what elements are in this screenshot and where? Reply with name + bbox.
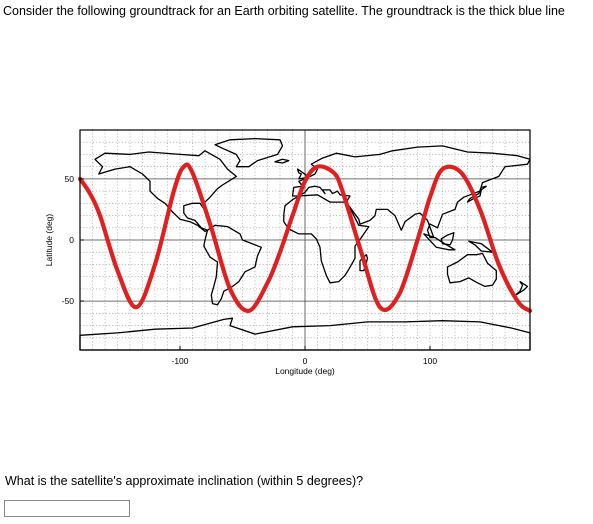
question-intro: Consider the following groundtrack for a… — [3, 4, 565, 18]
groundtrack-line — [77, 162, 533, 314]
map-borneo — [440, 232, 455, 246]
x-tick-label: -100 — [171, 356, 188, 366]
groundtrack-chart: -100 0 100 50 0 -50 Longitude (deg) Latitude … — [30, 120, 540, 390]
series-layer — [77, 162, 533, 314]
map-new-guinea — [468, 240, 494, 253]
map-north-america — [94, 150, 237, 233]
y-tick-label: 50 — [65, 174, 75, 184]
answer-input[interactable] — [4, 500, 130, 517]
y-tick-label: -50 — [62, 296, 75, 306]
map-iceland — [274, 158, 290, 164]
map-greenland — [214, 137, 284, 168]
x-axis-label: Longitude (deg) — [275, 366, 335, 376]
map-africa — [283, 194, 370, 284]
y-tick-label: 0 — [69, 235, 74, 245]
map-south-america — [203, 224, 262, 306]
map-madagascar — [359, 254, 369, 272]
x-tick-label: 100 — [423, 356, 437, 366]
map-indonesia — [423, 233, 456, 251]
axis-ticks: -100 0 100 50 0 -50 — [62, 174, 438, 366]
grid — [80, 130, 530, 350]
x-tick-label: 0 — [303, 356, 308, 366]
groundtrack-svg: -100 0 100 50 0 -50 Longitude (deg) Latitude … — [44, 129, 533, 376]
map-eurasia — [291, 145, 531, 239]
question-prompt: What is the satellite's approximate incl… — [5, 474, 364, 488]
map-australia — [446, 252, 497, 288]
y-axis-label: Latitude (deg) — [44, 214, 54, 267]
world-map — [79, 137, 531, 351]
